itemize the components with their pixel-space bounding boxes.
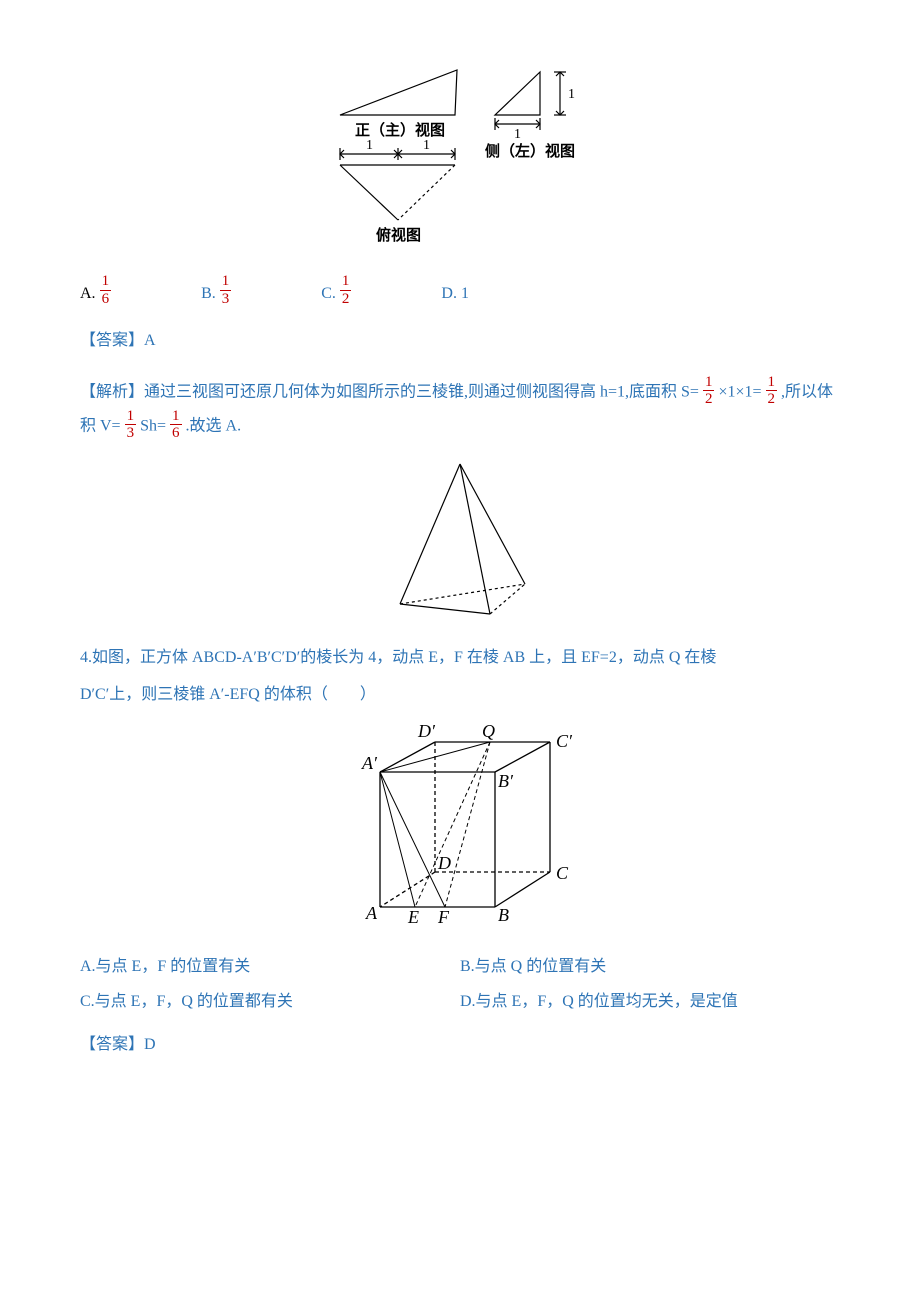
cube-label-Ap: A′ <box>361 753 378 773</box>
front-view-label: 正（主）视图 <box>355 121 445 139</box>
q4-answer: 【答案】D <box>80 1031 840 1060</box>
q4-option-b: B.与点 Q 的位置有关 <box>460 953 840 982</box>
dim-1b: 1 <box>423 138 430 153</box>
cube-figure: A B C D A′ B′ C′ D′ E F Q <box>80 717 840 937</box>
option-b-frac: 1 3 <box>220 273 232 307</box>
analysis-mid1: ×1×1= <box>718 383 761 400</box>
analysis-frac4: 1 6 <box>170 408 182 442</box>
option-d-label: D. <box>441 280 457 309</box>
dim-1a: 1 <box>366 138 373 153</box>
option-b: B. 1 3 <box>201 275 231 309</box>
cube-label-C: C <box>556 863 569 883</box>
cube-label-B: B <box>498 905 509 925</box>
option-c-frac: 1 2 <box>340 273 352 307</box>
cube-label-F: F <box>437 907 450 927</box>
tetrahedron-figure <box>80 454 840 624</box>
cube-label-Dp: D′ <box>417 721 436 741</box>
option-c: C. 1 2 <box>321 275 351 309</box>
q4-options: A.与点 E，F 的位置有关 B.与点 Q 的位置有关 C.与点 E，F，Q 的… <box>80 953 840 1023</box>
q4-option-d: D.与点 E，F，Q 的位置均无关，是定值 <box>460 988 840 1017</box>
analysis-frac3: 1 3 <box>125 408 137 442</box>
top-view-label: 俯视图 <box>376 226 421 244</box>
q3-analysis: 【解析】通过三视图可还原几何体为如图所示的三棱锥,则通过侧视图得高 h=1,底面… <box>80 376 840 444</box>
cube-label-D: D <box>437 853 451 873</box>
cube-label-E: E <box>407 907 419 927</box>
analysis-frac1: 1 2 <box>703 374 715 408</box>
q4-option-c: C.与点 E，F，Q 的位置都有关 <box>80 988 460 1017</box>
cube-label-Cp: C′ <box>556 731 573 751</box>
analysis-tail: .故选 A. <box>186 417 242 434</box>
three-view-figure: 1 1 1 1 正（主）视图 侧（左）视图 俯视图 <box>80 60 840 265</box>
q3-answer: 【答案】A <box>80 327 840 356</box>
option-a: A. 1 6 <box>80 275 111 309</box>
analysis-mid3: Sh= <box>140 417 166 434</box>
tetrahedron-svg <box>360 454 560 624</box>
cube-svg: A B C D A′ B′ C′ D′ E F Q <box>330 717 590 937</box>
q4-stem-line1: 4.如图，正方体 ABCD-A′B′C′D′的棱长为 4，动点 E，F 在棱 A… <box>80 644 840 673</box>
analysis-frac2: 1 2 <box>766 374 778 408</box>
dim-1c: 1 <box>568 87 575 102</box>
option-d-text: 1 <box>461 285 469 302</box>
option-b-label: B. <box>201 280 216 309</box>
option-a-label: A. <box>80 280 96 309</box>
option-d: D. 1 <box>441 280 469 309</box>
cube-label-Bp: B′ <box>498 771 514 791</box>
three-view-svg: 1 1 1 1 正（主）视图 侧（左）视图 俯视图 <box>310 60 610 265</box>
cube-label-A: A <box>365 903 378 923</box>
analysis-prefix: 【解析】通过三视图可还原几何体为如图所示的三棱锥,则通过侧视图得高 h=1,底面… <box>80 383 699 400</box>
q4-stem-line2: D′C′上，则三棱锥 A′-EFQ 的体积（ ） <box>80 681 840 710</box>
q3-options: A. 1 6 B. 1 3 C. 1 2 D. 1 <box>80 275 840 309</box>
option-a-frac: 1 6 <box>100 273 112 307</box>
option-c-label: C. <box>321 280 336 309</box>
cube-label-Q: Q <box>482 721 495 741</box>
q4-option-a: A.与点 E，F 的位置有关 <box>80 953 460 982</box>
side-view-label: 侧（左）视图 <box>485 142 575 160</box>
dim-1d: 1 <box>514 127 521 142</box>
